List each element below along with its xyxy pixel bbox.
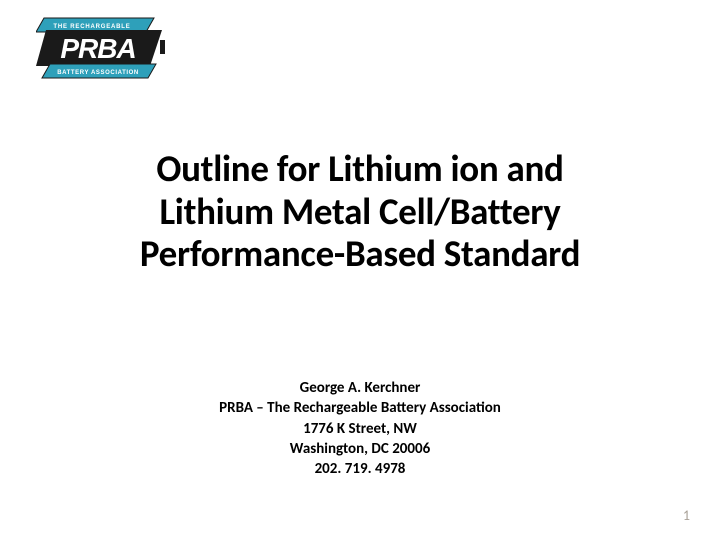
- svg-text:PRBA: PRBA: [60, 33, 135, 64]
- author-block: George A. Kerchner PRBA – The Rechargeab…: [0, 378, 720, 479]
- title-block: Outline for Lithium ion and Lithium Meta…: [0, 148, 720, 276]
- author-org: PRBA – The Rechargeable Battery Associat…: [0, 398, 720, 418]
- author-phone: 202. 719. 4978: [0, 459, 720, 479]
- title-line-1: Outline for Lithium ion and: [0, 148, 720, 191]
- svg-text:BATTERY ASSOCIATION: BATTERY ASSOCIATION: [57, 70, 139, 76]
- author-city: Washington, DC 20006: [0, 439, 720, 459]
- title-line-3: Performance-Based Standard: [0, 233, 720, 276]
- page-number: 1: [683, 507, 690, 524]
- title-line-2: Lithium Metal Cell/Battery: [0, 191, 720, 234]
- author-name: George A. Kerchner: [0, 378, 720, 398]
- author-street: 1776 K Street, NW: [0, 419, 720, 439]
- svg-text:THE RECHARGEABLE: THE RECHARGEABLE: [53, 24, 130, 30]
- prba-logo: THE RECHARGEABLE PRBA BATTERY ASSOCIATIO…: [36, 16, 166, 80]
- slide: THE RECHARGEABLE PRBA BATTERY ASSOCIATIO…: [0, 0, 720, 540]
